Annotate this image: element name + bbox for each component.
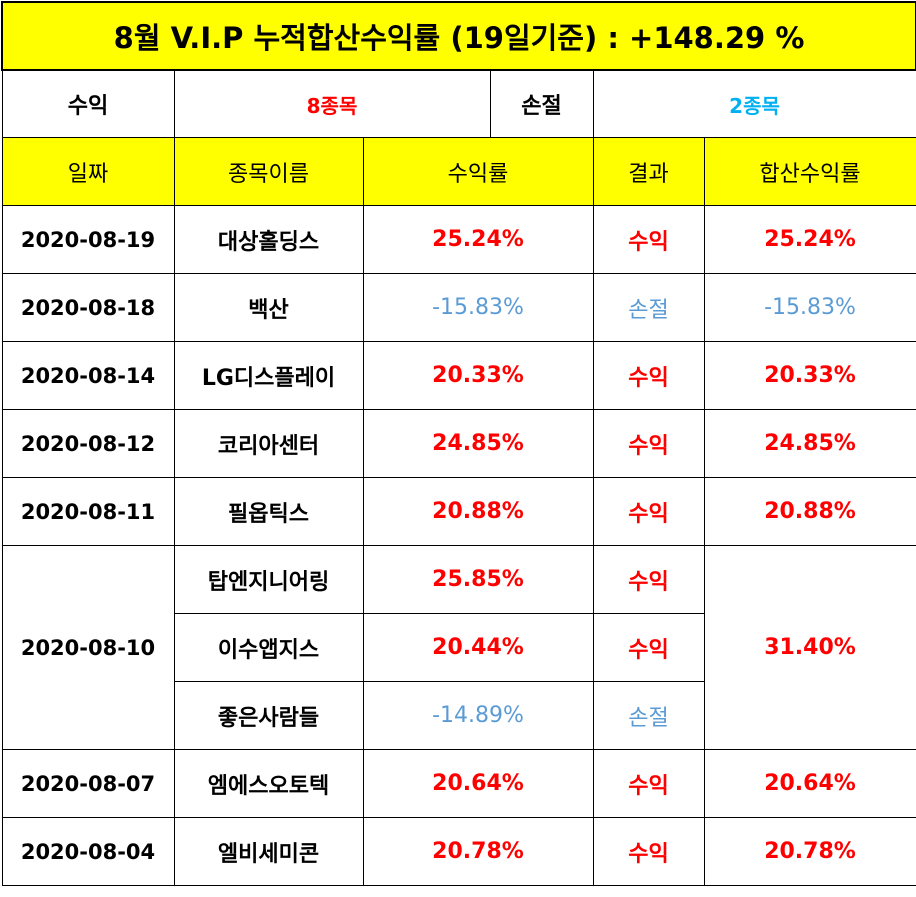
profit-count: 8종목 (173, 69, 491, 138)
table-row: 2020-08-18 백산 -15.83% 손절 -15.83% (1, 273, 916, 342)
column-header-total: 합산수익률 (703, 137, 916, 206)
table-row: 2020-08-10 탑엔지니어링 25.85% 수익 31.40% (1, 545, 916, 750)
loss-label: 손절 (489, 69, 594, 138)
stock-name-cell: 이수앱지스 (173, 613, 364, 682)
date-cell: 2020-08-19 (1, 205, 175, 274)
table-row: 2020-08-12 코리아센터 24.85% 수익 24.85% (1, 409, 916, 478)
date-cell: 2020-08-11 (1, 477, 175, 546)
result-cell: 수익 (592, 613, 705, 682)
date-cell: 2020-08-10 (1, 545, 175, 750)
column-header-name: 종목이름 (173, 137, 364, 206)
table-row: 2020-08-19 대상홀딩스 25.24% 수익 25.24% (1, 205, 916, 274)
total-cell: 20.33% (703, 341, 916, 410)
rate-cell: -15.83% (362, 273, 594, 342)
date-cell: 2020-08-18 (1, 273, 175, 342)
total-cell: 20.64% (703, 749, 916, 818)
date-cell: 2020-08-04 (1, 817, 175, 886)
total-cell: 25.24% (703, 205, 916, 274)
profit-label: 수익 (1, 69, 175, 138)
stock-name-cell: 엘비세미콘 (173, 817, 364, 886)
rate-cell: 20.78% (362, 817, 594, 886)
rate-cell: 20.44% (362, 613, 594, 682)
date-cell: 2020-08-07 (1, 749, 175, 818)
table-row: 2020-08-14 LG디스플레이 20.33% 수익 20.33% (1, 341, 916, 410)
title-row: 8월 V.I.P 누적합산수익률 (19일기준) : +148.29 % (0, 1, 916, 71)
stock-name-cell: 필옵틱스 (173, 477, 364, 546)
rate-cell: 20.33% (362, 341, 594, 410)
rate-cell: 20.64% (362, 749, 594, 818)
table-row: 2020-08-04 엘비세미콘 20.78% 수익 20.78% (1, 817, 916, 886)
column-header-result: 결과 (592, 137, 705, 206)
stock-name-cell: 백산 (173, 273, 364, 342)
total-cell: 24.85% (703, 409, 916, 478)
header-row: 일짜 종목이름 수익률 결과 합산수익률 (1, 137, 916, 206)
result-cell: 수익 (592, 545, 705, 614)
result-cell: 수익 (592, 477, 705, 546)
total-cell: -15.83% (703, 273, 916, 342)
date-cell: 2020-08-14 (1, 341, 175, 410)
result-cell: 손절 (592, 273, 705, 342)
loss-count: 2종목 (592, 69, 916, 138)
stock-name-cell: 좋은사람들 (173, 681, 364, 750)
rate-cell: 25.24% (362, 205, 594, 274)
table-row: 2020-08-07 엠에스오토텍 20.64% 수익 20.64% (1, 749, 916, 818)
rate-cell: 20.88% (362, 477, 594, 546)
rate-cell: -14.89% (362, 681, 594, 750)
column-header-rate: 수익률 (362, 137, 594, 206)
total-cell: 20.88% (703, 477, 916, 546)
stock-name-cell: 대상홀딩스 (173, 205, 364, 274)
result-cell: 수익 (592, 749, 705, 818)
stock-name-cell: 엠에스오토텍 (173, 749, 364, 818)
rate-cell: 24.85% (362, 409, 594, 478)
result-cell: 수익 (592, 205, 705, 274)
stock-name-cell: 코리아센터 (173, 409, 364, 478)
result-cell: 수익 (592, 409, 705, 478)
column-header-date: 일짜 (1, 137, 175, 206)
total-cell: 31.40% (703, 545, 916, 750)
table-row: 이수앱지스 20.44% 수익 (2, 613, 916, 682)
table-row: 2020-08-11 필옵틱스 20.88% 수익 20.88% (1, 477, 916, 546)
stock-name-cell: 탑엔지니어링 (173, 545, 364, 614)
result-cell: 수익 (592, 817, 705, 886)
rate-cell: 25.85% (362, 545, 594, 614)
stock-name-cell: LG디스플레이 (173, 341, 364, 410)
summary-row: 수익 8종목 손절 2종목 (1, 69, 916, 138)
page-title: 8월 V.I.P 누적합산수익률 (19일기준) : +148.29 % (0, 1, 916, 71)
result-cell: 수익 (592, 341, 705, 410)
result-cell: 손절 (592, 681, 705, 750)
total-cell: 20.78% (703, 817, 916, 886)
date-cell: 2020-08-12 (1, 409, 175, 478)
